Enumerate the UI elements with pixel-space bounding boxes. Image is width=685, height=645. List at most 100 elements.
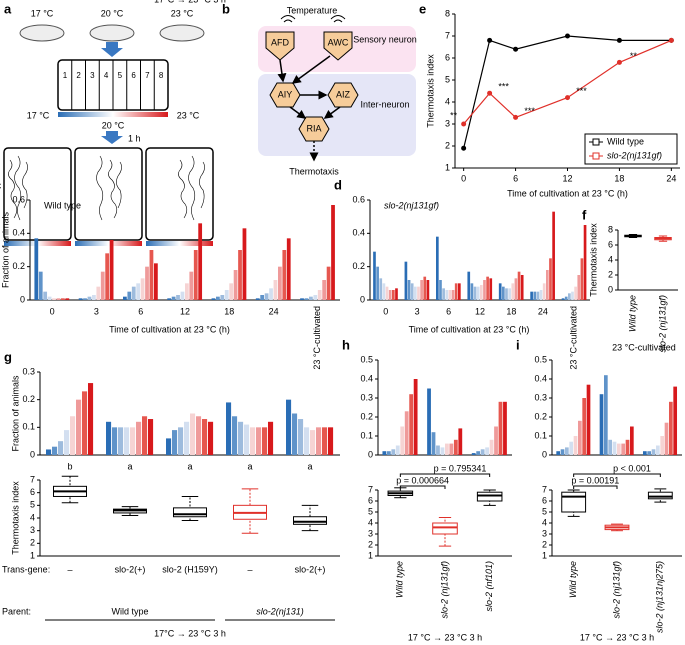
x-tick-label: slo-2 (nj131gf) [611,561,621,619]
bar [508,288,511,300]
bar [514,278,518,300]
bar [458,283,461,300]
bar [286,238,291,300]
bar [520,275,524,300]
parent-label: Parent: [2,606,31,616]
connections [277,55,341,119]
y-tick-label: 1 [542,550,547,560]
bar [517,271,521,300]
neuron-label: AIZ [336,89,351,99]
bar [34,238,39,300]
x-axis-label: Time of cultivation at 23 °C (h) [507,188,628,198]
worm-tracks [8,155,205,221]
bar [409,394,414,455]
x-tick-label: 6 [513,173,518,183]
bracket [573,473,661,477]
y-tick-label: 0 [30,449,35,459]
region-label: Inter-neuron [360,99,409,109]
y-tick-label: 6 [368,495,373,505]
point [461,145,467,151]
x-tick-label: – [247,564,252,574]
bar [269,288,273,300]
y-tick-label: 1 [30,550,35,560]
gradient-low: 17 °C [27,110,50,120]
bar [226,402,232,455]
x-tick-label: 0 [461,173,466,183]
bar [612,441,617,455]
gradient-high: 23 °C [177,110,200,120]
y-tick-label: 6 [542,495,547,505]
bar [498,283,502,300]
bar [105,253,110,300]
bar [556,451,561,455]
bar [625,439,630,455]
bar [448,290,452,300]
bar [471,453,476,455]
bar [577,275,581,300]
bar [109,240,114,300]
bar [379,278,383,300]
p-value: p = 0.795341 [434,463,487,473]
y-tick-label: 7 [542,484,547,494]
arrow [101,131,123,144]
bar [180,291,185,300]
bar [586,384,591,455]
bar [250,427,256,455]
bar [439,280,442,300]
x-tick-label: Wild type [627,295,637,332]
legend-swatch [592,138,600,146]
bar [511,283,515,300]
y-axis-label: Fraction of animals [10,375,20,452]
box [173,507,207,518]
bar [88,383,94,455]
arrow [101,42,123,57]
bar [580,258,584,300]
bar [436,236,439,300]
bar [47,296,52,300]
bar [536,291,540,300]
x-tick-label: slo-2 (H159Y) [162,564,218,574]
bar [178,427,184,455]
bar [52,446,58,455]
point [513,114,519,120]
bar [561,298,565,300]
bar [316,427,322,455]
bar [404,261,408,300]
y-tick-label: 4 [445,96,450,106]
bar [480,449,485,455]
y-tick-label: 4 [30,512,35,522]
y-tick-label: 0.2 [12,261,25,271]
bar [142,416,148,455]
panel-label: e [419,1,426,16]
legend-label: slo-2(nj131gf) [607,150,662,160]
bar [331,205,335,300]
parent: Wild type [111,606,148,616]
x-tick-label: 24 [269,306,279,316]
output-label: Thermotaxis [289,166,339,176]
bar [489,278,493,300]
bar [382,451,387,455]
bar [273,280,278,300]
panel-label: b [222,1,230,16]
bar [427,388,431,455]
bar [552,211,555,300]
y-tick-label: 0.1 [360,430,373,440]
bar [322,427,328,455]
y-tick-label: 4 [542,517,547,527]
y-tick-label: 0.3 [534,392,547,402]
duration: 1 h [128,133,141,143]
bracket [399,473,491,477]
chart-title: Wild type [44,200,81,210]
x-tick-label: a [247,461,252,471]
bar [317,290,322,300]
point [487,90,493,96]
bar [127,291,132,300]
x-tick-label: 18 [224,306,234,316]
neuron-label: RIA [306,123,321,133]
annotation: ** [630,51,638,61]
panel-label: c [0,177,1,192]
bar [96,286,101,300]
point [565,33,570,39]
bar [193,250,198,300]
